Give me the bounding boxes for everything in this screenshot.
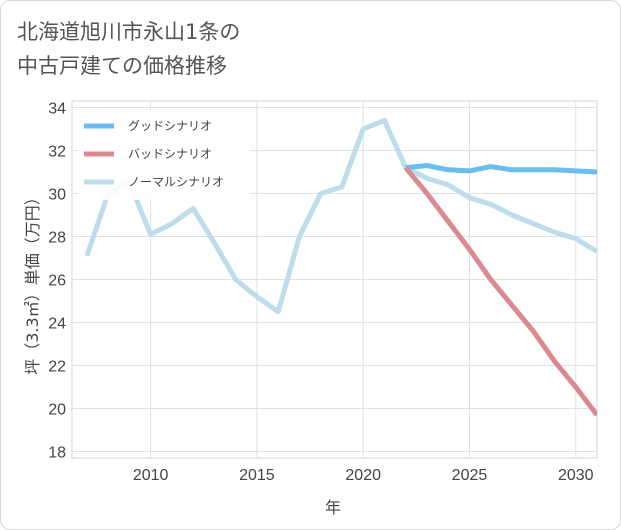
series-lines xyxy=(84,117,597,417)
x-tick-label: 2030 xyxy=(558,467,594,484)
y-tick-label: 20 xyxy=(48,402,66,419)
y-tick-label: 30 xyxy=(48,186,66,203)
y-tick-label: 32 xyxy=(48,143,66,160)
x-axis-label: 年 xyxy=(325,498,341,517)
y-axis-label: 坪（3.3㎡）単価（万円） xyxy=(23,189,42,374)
x-tick-label: 2010 xyxy=(133,467,169,484)
y-tick-label: 24 xyxy=(48,316,66,333)
series-line-2 xyxy=(84,117,597,315)
legend-label: グッドシナリオ xyxy=(128,119,212,133)
series-line-1 xyxy=(403,166,597,417)
series-line-0 xyxy=(405,163,597,175)
y-tick-label: 26 xyxy=(48,273,66,290)
y-tick-labels: 18 20 22 24 26 28 30 32 34 xyxy=(48,100,66,461)
y-tick-label: 28 xyxy=(48,229,66,246)
chart-title-line1: 北海道旭川市永山1条の xyxy=(17,20,241,44)
chart-title-line2: 中古戸建ての価格推移 xyxy=(17,54,227,78)
y-tick-label: 18 xyxy=(48,445,66,462)
y-tick-label: 22 xyxy=(48,359,66,376)
x-tick-label: 2015 xyxy=(239,467,275,484)
x-tick-label: 2025 xyxy=(452,467,488,484)
x-tick-labels: 2010 2015 2020 2025 2030 xyxy=(133,467,594,484)
chart-title: 北海道旭川市永山1条の 中古戸建ての価格推移 xyxy=(17,15,240,83)
legend-label: バッドシナリオ xyxy=(128,147,212,161)
y-tick-label: 34 xyxy=(48,100,66,117)
x-tick-label: 2020 xyxy=(345,467,381,484)
legend-label: ノーマルシナリオ xyxy=(128,175,224,189)
